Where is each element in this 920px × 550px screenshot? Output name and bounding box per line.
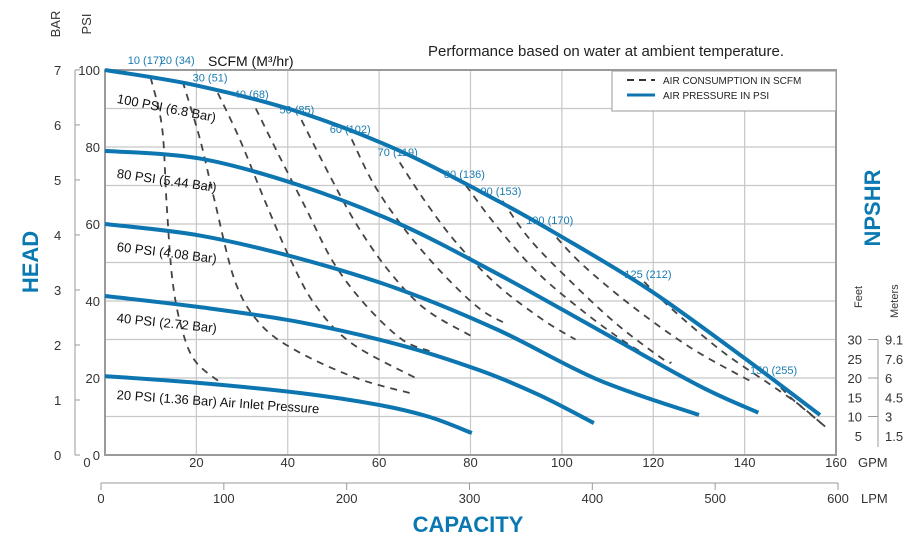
psi-tick-label: 80 <box>86 140 100 155</box>
npshr-feet-tick: 10 <box>848 410 862 425</box>
air-curve-70 <box>398 161 577 341</box>
npshr-meters-tick: 9.1 <box>885 333 903 348</box>
lpm-tick-label: 0 <box>97 491 104 506</box>
npshr-meters-tick: 4.5 <box>885 390 903 405</box>
pressure-curve-label: 80 PSI (5.44 Bar) <box>116 166 218 195</box>
bar-tick-label: 2 <box>54 338 61 353</box>
air-curve-90 <box>501 200 672 364</box>
plot-border <box>104 69 837 456</box>
air-curve-60 <box>350 138 508 325</box>
gpm-tick-label: 0 <box>83 455 90 470</box>
scfm-label: 60 (102) <box>330 124 371 136</box>
gpm-tick-label: 40 <box>281 455 295 470</box>
lpm-tick-label: 300 <box>459 491 481 506</box>
pressure-curve-label: 100 PSI (6.8 Bar) <box>116 91 217 125</box>
legend: AIR CONSUMPTION IN SCFM AIR PRESSURE IN … <box>611 70 837 112</box>
scfm-label: 100 (170) <box>526 215 573 227</box>
gpm-tick-label: 60 <box>372 455 386 470</box>
scfm-label: 10 (17) <box>128 55 163 67</box>
bar-tick-label: 6 <box>54 118 61 133</box>
legend-air-pressure: AIR PRESSURE IN PSI <box>663 91 769 102</box>
air-consumption-curves <box>149 77 828 429</box>
gpm-tick-label: 140 <box>734 455 756 470</box>
y2-axis-title-npshr: NPSHR <box>860 169 885 246</box>
bar-tick-label: 3 <box>54 283 61 298</box>
legend-box <box>611 70 837 112</box>
pressure-curve-60psi <box>104 222 700 417</box>
bar-tick-label: 4 <box>54 228 61 243</box>
psi-tick-label: 0 <box>93 448 100 463</box>
psi-tick-label: 40 <box>86 294 100 309</box>
air-curve-50 <box>300 119 471 337</box>
pressure-curve-20psi <box>104 374 473 435</box>
npshr-meters-tick: 3 <box>885 410 892 425</box>
scfm-label: 20 (34) <box>160 55 195 67</box>
psi-unit-label: PSI <box>79 14 94 35</box>
pressure-curve-40psi <box>104 294 595 425</box>
lpm-tick-label: 600 <box>827 491 849 506</box>
bar-tick-label: 7 <box>54 63 61 78</box>
air-curve-150 <box>771 377 828 429</box>
npshr-meters-tick: 1.5 <box>885 429 903 444</box>
plot-frame <box>104 69 837 456</box>
pressure-curve-labels: 100 PSI (6.8 Bar)80 PSI (5.44 Bar)60 PSI… <box>116 91 320 416</box>
air-curve-30 <box>217 92 417 379</box>
scfm-header: SCFM (M³/hr) <box>208 53 294 69</box>
npshr-meters-tick: 6 <box>885 371 892 386</box>
scfm-label: 70 (119) <box>378 147 418 159</box>
lpm-tick-label: 400 <box>581 491 603 506</box>
scfm-label: 90 (153) <box>480 186 521 198</box>
npshr-feet-tick: 25 <box>848 352 862 367</box>
air-curve-80 <box>465 184 641 352</box>
air-curve-20 <box>181 81 412 395</box>
pressure-curve-80psi <box>104 148 760 415</box>
gpm-tick-label: 80 <box>463 455 477 470</box>
npshr-feet-tick: 5 <box>855 429 862 444</box>
gpm-tick-label: 20 <box>189 455 203 470</box>
air-curve-100 <box>547 227 755 383</box>
air-pressure-curves <box>104 68 822 435</box>
bar-unit-label: BAR <box>48 11 63 38</box>
npshr-feet-tick: 30 <box>848 333 862 348</box>
gpm-unit-label: GPM <box>858 455 888 470</box>
npshr-meters-label: Meters <box>889 284 901 318</box>
lpm-tick-label: 500 <box>704 491 726 506</box>
y-axis-title-head: HEAD <box>18 231 43 293</box>
scfm-label: 150 (255) <box>750 365 797 377</box>
bar-tick-label: 5 <box>54 173 61 188</box>
gpm-tick-label: 160 <box>825 455 847 470</box>
psi-tick-label: 20 <box>86 371 100 386</box>
gpm-tick-label: 120 <box>642 455 664 470</box>
scfm-label: 30 (51) <box>193 73 228 85</box>
chart-title: Performance based on water at ambient te… <box>428 43 784 60</box>
lpm-tick-label: 100 <box>213 491 235 506</box>
scfm-label: 125 (212) <box>624 269 671 281</box>
npshr-feet-label: Feet <box>853 286 865 308</box>
gpm-tick-label: 100 <box>551 455 573 470</box>
lpm-unit-label: LPM <box>861 491 888 506</box>
npshr-feet-tick: 20 <box>848 371 862 386</box>
psi-tick-label: 100 <box>78 63 100 78</box>
npshr-meters-tick: 7.6 <box>885 352 903 367</box>
lpm-tick-label: 200 <box>336 491 358 506</box>
bar-tick-label: 1 <box>54 393 61 408</box>
x-axis-title-capacity: CAPACITY <box>413 512 524 537</box>
air-curve-10 <box>149 77 226 387</box>
scfm-label: 80 (136) <box>444 169 485 181</box>
pressure-curve-100psi <box>104 68 822 417</box>
scfm-label: 50 (85) <box>279 105 314 117</box>
npshr-feet-tick: 15 <box>848 390 862 405</box>
pressure-curve-label: 40 PSI (2.72 Bar) <box>116 310 217 335</box>
legend-air-consumption: AIR CONSUMPTION IN SCFM <box>663 76 801 87</box>
air-consumption-labels: 10 (17)20 (34) 30 (51) 40 (68) 50 (85) 60 (1… <box>128 55 797 377</box>
psi-tick-label: 60 <box>86 217 100 232</box>
scfm-label: 40 (68) <box>234 89 269 101</box>
bar-tick-label: 0 <box>54 448 61 463</box>
air-curve-40 <box>254 108 430 352</box>
